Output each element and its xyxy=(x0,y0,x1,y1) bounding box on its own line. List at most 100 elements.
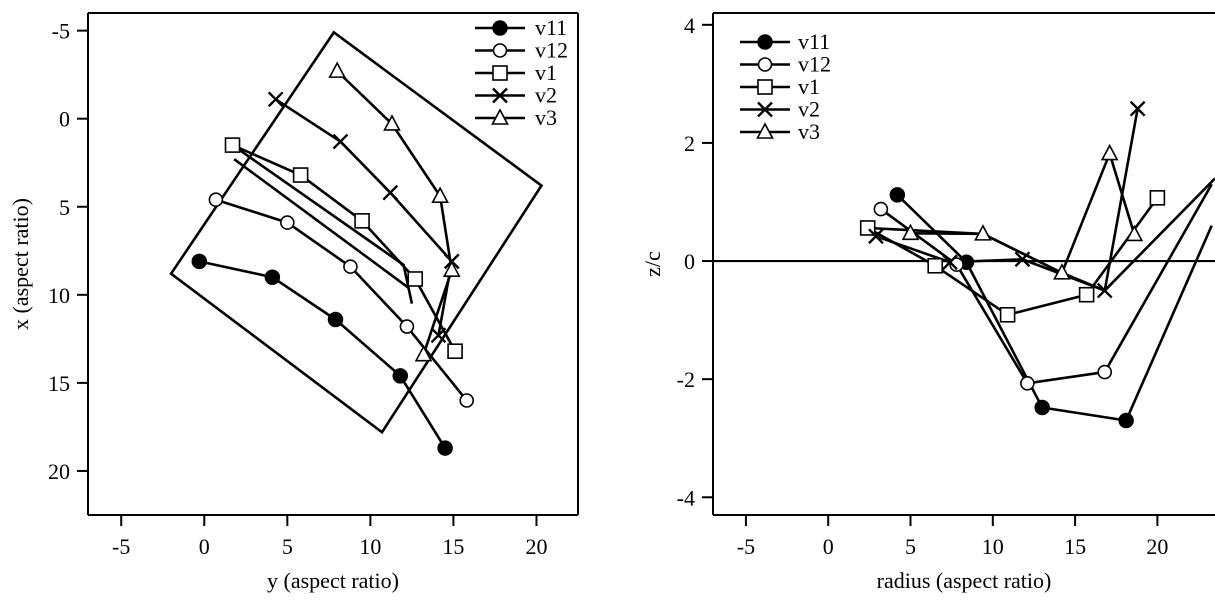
series-v11-point xyxy=(1034,399,1050,416)
plot-area xyxy=(713,100,1215,429)
series-v12-point xyxy=(343,259,358,274)
series-v2-point xyxy=(332,133,349,150)
legend-v1-point xyxy=(492,65,508,81)
legend-label-v11: v11 xyxy=(798,29,830,54)
y-tick-label: 0 xyxy=(59,107,70,132)
right-chart-panel: -5 0 5 10 15 20 -4 -2 0 2 4 radius (aspect ratio) z/… xyxy=(640,12,1215,593)
legend-v3-point xyxy=(491,108,509,125)
series-v3-point xyxy=(442,260,461,277)
series-v3-point xyxy=(1053,263,1071,280)
series-v2-point xyxy=(430,327,447,344)
series-v11-point xyxy=(437,440,453,456)
series-v11-line xyxy=(896,193,1127,422)
x-tick-label: -5 xyxy=(112,534,130,559)
series-v2-point xyxy=(382,184,399,201)
series-v12-point xyxy=(280,215,295,230)
series-v1-point xyxy=(224,137,241,153)
y-tick-label: 15 xyxy=(48,371,70,396)
plot-area xyxy=(169,30,544,456)
series-v3-point xyxy=(1125,224,1144,242)
legend-v2-point xyxy=(757,101,773,118)
x-axis-title: y (aspect ratio) xyxy=(267,568,399,593)
series-v12-point xyxy=(399,319,415,334)
series-v1-line xyxy=(867,197,1159,317)
legend-label-v2: v2 xyxy=(535,83,557,108)
y-tick-label: 20 xyxy=(48,459,70,484)
guide-2 xyxy=(233,158,410,289)
legend-label-v3: v3 xyxy=(535,105,557,130)
y-axis-title: x (aspect ratio) xyxy=(8,198,33,330)
series-v2-point xyxy=(1096,282,1113,299)
legend-label-v2: v2 xyxy=(798,97,820,122)
series-v3-point xyxy=(431,186,449,203)
series-v1-point xyxy=(292,167,309,183)
legend-v3-point xyxy=(756,122,774,139)
x-tick-label: 0 xyxy=(199,534,210,559)
y-tick-label: -5 xyxy=(52,19,70,44)
legend-label-v12: v12 xyxy=(535,38,568,63)
series-v11-point xyxy=(392,368,409,384)
series-v12-point xyxy=(208,192,224,208)
legend-label-v1: v1 xyxy=(535,60,557,85)
legend-v12-point xyxy=(492,43,508,58)
series-v12-line xyxy=(215,198,468,402)
x-tick-label: 5 xyxy=(282,534,293,559)
series-v12-point xyxy=(1097,364,1113,380)
series-v1-point xyxy=(354,213,370,229)
x-tick-label: 20 xyxy=(1146,534,1168,559)
curve-c xyxy=(1103,183,1213,373)
series-v1-point xyxy=(407,271,424,287)
x-tick-label: 10 xyxy=(982,534,1004,559)
series-v11-point xyxy=(191,253,208,270)
series-v1-line xyxy=(231,143,457,352)
series-v2-line xyxy=(875,108,1139,292)
x-tick-label: 10 xyxy=(359,534,381,559)
y-tick-label: 10 xyxy=(48,283,70,308)
y-tick-label: 0 xyxy=(684,249,695,274)
series-v3-point xyxy=(901,223,920,241)
series-v11-point xyxy=(1118,412,1134,429)
series-v3-point xyxy=(974,224,992,241)
series-v12-point xyxy=(1020,375,1035,391)
series-v2-point xyxy=(1129,100,1146,117)
y-axis-title: z/c xyxy=(640,251,665,277)
legend-v11-point xyxy=(492,20,508,36)
x-tick-label: 0 xyxy=(823,534,834,559)
series-v3-point xyxy=(414,345,433,362)
series-v3-point xyxy=(1100,143,1119,161)
legend-label-v1: v1 xyxy=(798,74,820,99)
series-v11-point xyxy=(264,269,281,285)
legend-label-v12: v12 xyxy=(798,52,831,77)
series-v2-point xyxy=(942,254,958,271)
x-tick-label: 15 xyxy=(1064,534,1086,559)
y-tick-label: -4 xyxy=(677,485,695,510)
legend-v11-point xyxy=(757,34,773,50)
y-tick-label: 5 xyxy=(59,195,70,220)
legend-v12-point xyxy=(757,57,773,72)
legend-label-v3: v3 xyxy=(798,119,820,144)
left-chart-panel: -5 0 5 10 15 20 -5 0 5 10 15 20 y (aspect ratio) x (a… xyxy=(8,12,579,593)
series-v1-point xyxy=(1149,190,1166,206)
series-v3-point xyxy=(383,114,401,131)
y-tick-label: -2 xyxy=(677,367,695,392)
x-tick-label: 15 xyxy=(442,534,464,559)
series-v11-point xyxy=(327,311,344,328)
legend-v1-point xyxy=(757,79,773,95)
series-v12-line xyxy=(880,208,1105,385)
series-v11-point xyxy=(889,187,906,203)
series-v2-point xyxy=(267,91,284,108)
legend-label-v11: v11 xyxy=(535,15,567,40)
y-tick-label: 4 xyxy=(684,13,695,38)
curve-b xyxy=(1124,225,1213,422)
series-v2-point xyxy=(1014,251,1031,268)
series-v1-point xyxy=(927,257,943,274)
series-v1-point xyxy=(999,306,1016,323)
x-tick-label: -5 xyxy=(737,534,755,559)
series-v12-point xyxy=(949,257,964,272)
bounding-box xyxy=(169,30,544,435)
series-v3-point xyxy=(328,61,346,78)
x-tick-label: 20 xyxy=(525,534,547,559)
legend-v2-point xyxy=(492,87,508,104)
